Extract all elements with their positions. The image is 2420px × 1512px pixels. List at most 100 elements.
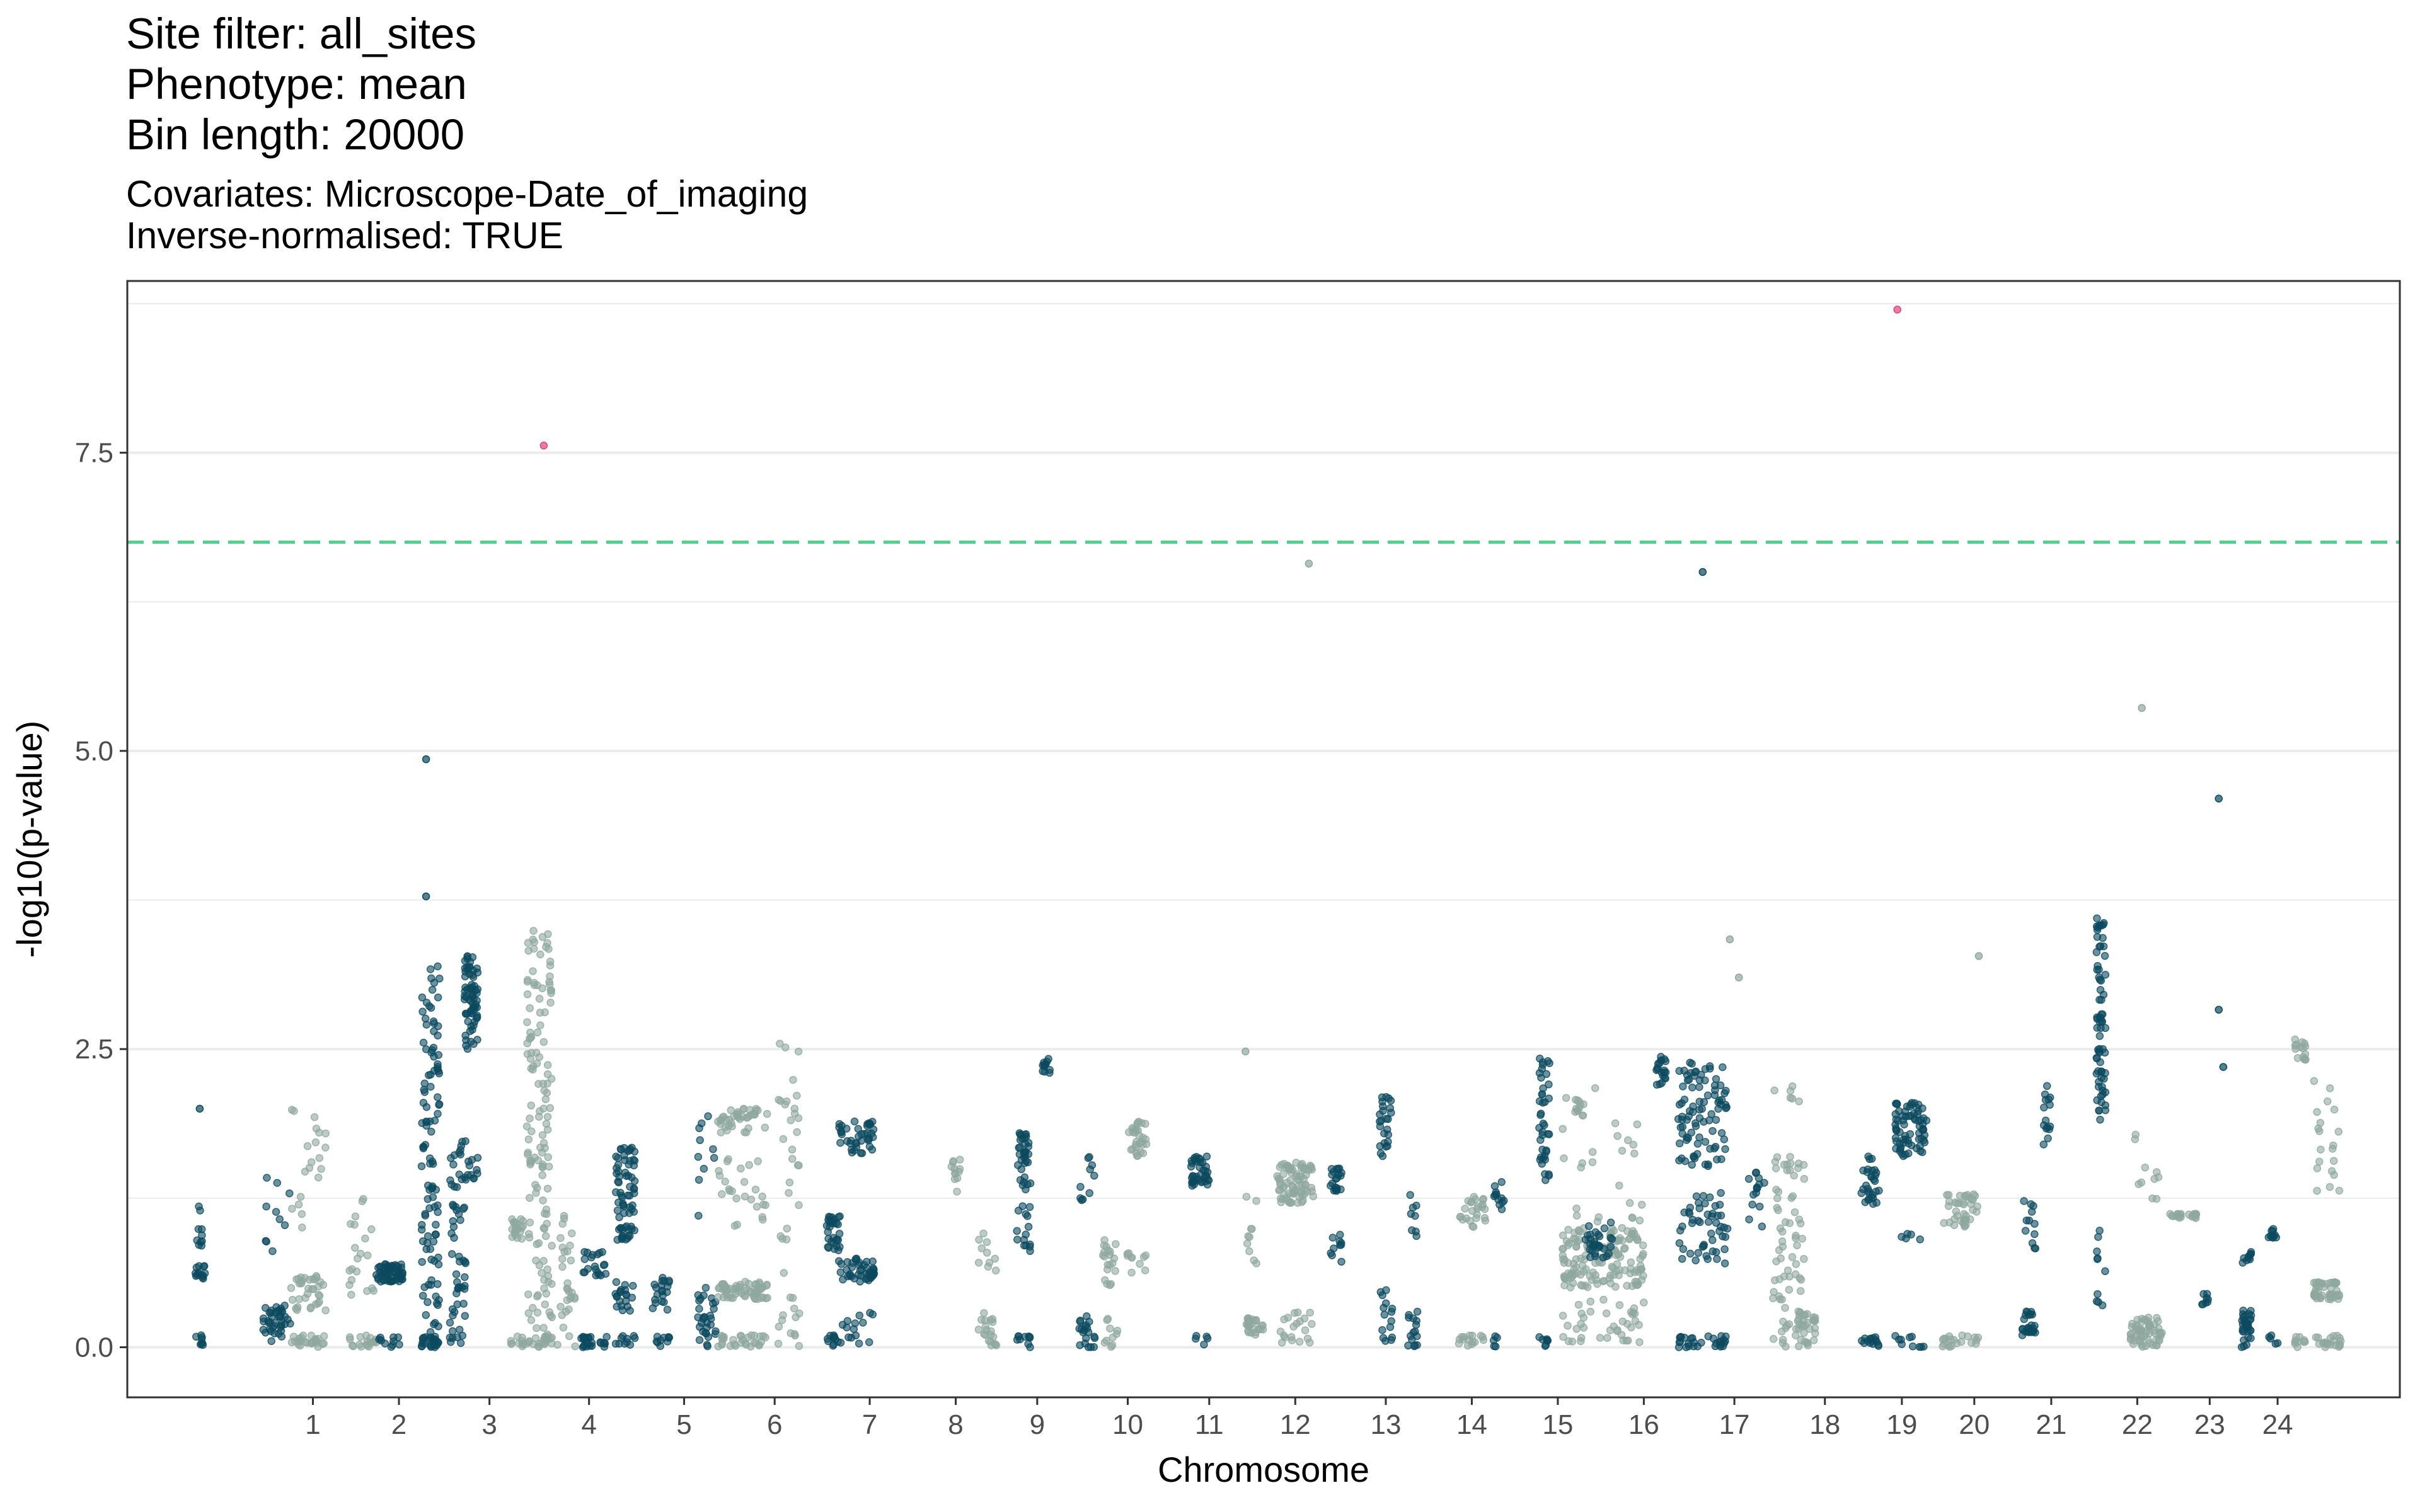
data-point [381,1263,389,1272]
data-point [428,1157,437,1166]
data-point [779,1311,787,1319]
x-tick-label: 24 [2262,1409,2293,1440]
data-point [2021,1227,2030,1235]
data-point [1412,1227,1420,1236]
data-point [1679,1082,1687,1091]
data-point [1795,1215,1804,1223]
data-point [470,1017,479,1026]
data-point [2137,1341,2146,1349]
data-point [619,1200,627,1208]
grid-lines [127,302,2400,1349]
data-point [793,1128,801,1137]
data-point [295,1295,303,1303]
data-point [2126,1330,2135,1338]
data-point [309,1275,317,1283]
data-point [623,1334,631,1343]
data-point [303,1142,312,1150]
data-point [594,1269,602,1277]
data-point [1720,1245,1729,1254]
data-point [1786,1152,1794,1161]
data-point [1571,1108,1579,1116]
data-point [1025,1332,1034,1341]
data-point [2131,1130,2140,1139]
data-point [1799,1322,1807,1331]
data-point [1636,1261,1645,1270]
data-point [740,1192,749,1201]
data-point [696,1136,704,1145]
data-point [1781,1303,1789,1312]
data-point [1586,1307,1594,1316]
data-point [615,1213,623,1222]
data-point [1564,1225,1572,1234]
data-point [2099,1045,2107,1053]
data-point [361,1234,369,1243]
data-point [419,1144,428,1153]
data-point [1328,1234,1337,1242]
data-point [2325,1084,2334,1092]
data-point [1719,1232,1727,1240]
data-point [848,1145,856,1154]
data-point [1559,1231,1567,1240]
data-point [761,1123,769,1132]
data-point [452,1270,461,1278]
data-point [722,1283,730,1291]
data-point [1661,1074,1669,1083]
data-point [664,1282,672,1291]
data-point [1891,1133,1900,1142]
data-point [432,1186,441,1194]
data-point [1904,1149,1913,1158]
data-point [1378,1291,1386,1300]
data-point [729,1336,737,1344]
data-point [311,1138,320,1147]
data-point [595,1249,604,1257]
data-point [988,1315,997,1323]
data-point [1660,1055,1669,1063]
data-point [1720,1259,1729,1268]
data-point [2238,1327,2247,1335]
data-point [1710,1144,1719,1153]
data-point [1386,1096,1395,1105]
data-point [417,1162,426,1171]
data-point [457,1142,466,1150]
data-point [630,1177,639,1185]
data-point [1545,1130,1553,1138]
data-point [1708,1247,1717,1256]
data-point [1685,1342,1693,1351]
data-point [2152,1194,2161,1203]
data-point [1811,1317,1819,1325]
data-point [524,946,533,955]
data-point [663,1305,672,1314]
data-point [507,1339,516,1348]
data-point [345,1281,354,1289]
data-point [447,1180,456,1189]
data-point [1015,1143,1023,1152]
data-point [2040,1103,2048,1112]
data-point [288,1295,297,1304]
data-point [2096,986,2105,994]
data-point [1744,1175,1753,1183]
data-point [449,1217,458,1225]
data-point [384,1269,393,1278]
data-point [1536,1055,1544,1063]
data-point [2039,1140,2048,1148]
data-point [288,1205,296,1213]
data-point [1770,1288,1778,1296]
data-point [1719,1063,1727,1072]
data-point [2138,704,2146,713]
data-point [1560,1154,1568,1162]
data-point [1536,1111,1545,1120]
data-point [630,1157,639,1165]
data-point [2314,1125,2322,1133]
data-point [2154,1317,2162,1326]
data-point [1545,1059,1553,1067]
data-point [430,1340,438,1349]
data-point [1773,1194,1782,1203]
data-point [1640,1298,1648,1307]
data-point [1245,1247,1253,1256]
x-tick-label: 21 [2036,1409,2066,1440]
data-point [1109,1333,1117,1342]
data-point [277,1312,285,1321]
data-point [857,1271,866,1280]
chart-subtitle: Covariates: Microscope-Date_of_imaging I… [126,173,808,256]
data-point [2219,1063,2228,1071]
